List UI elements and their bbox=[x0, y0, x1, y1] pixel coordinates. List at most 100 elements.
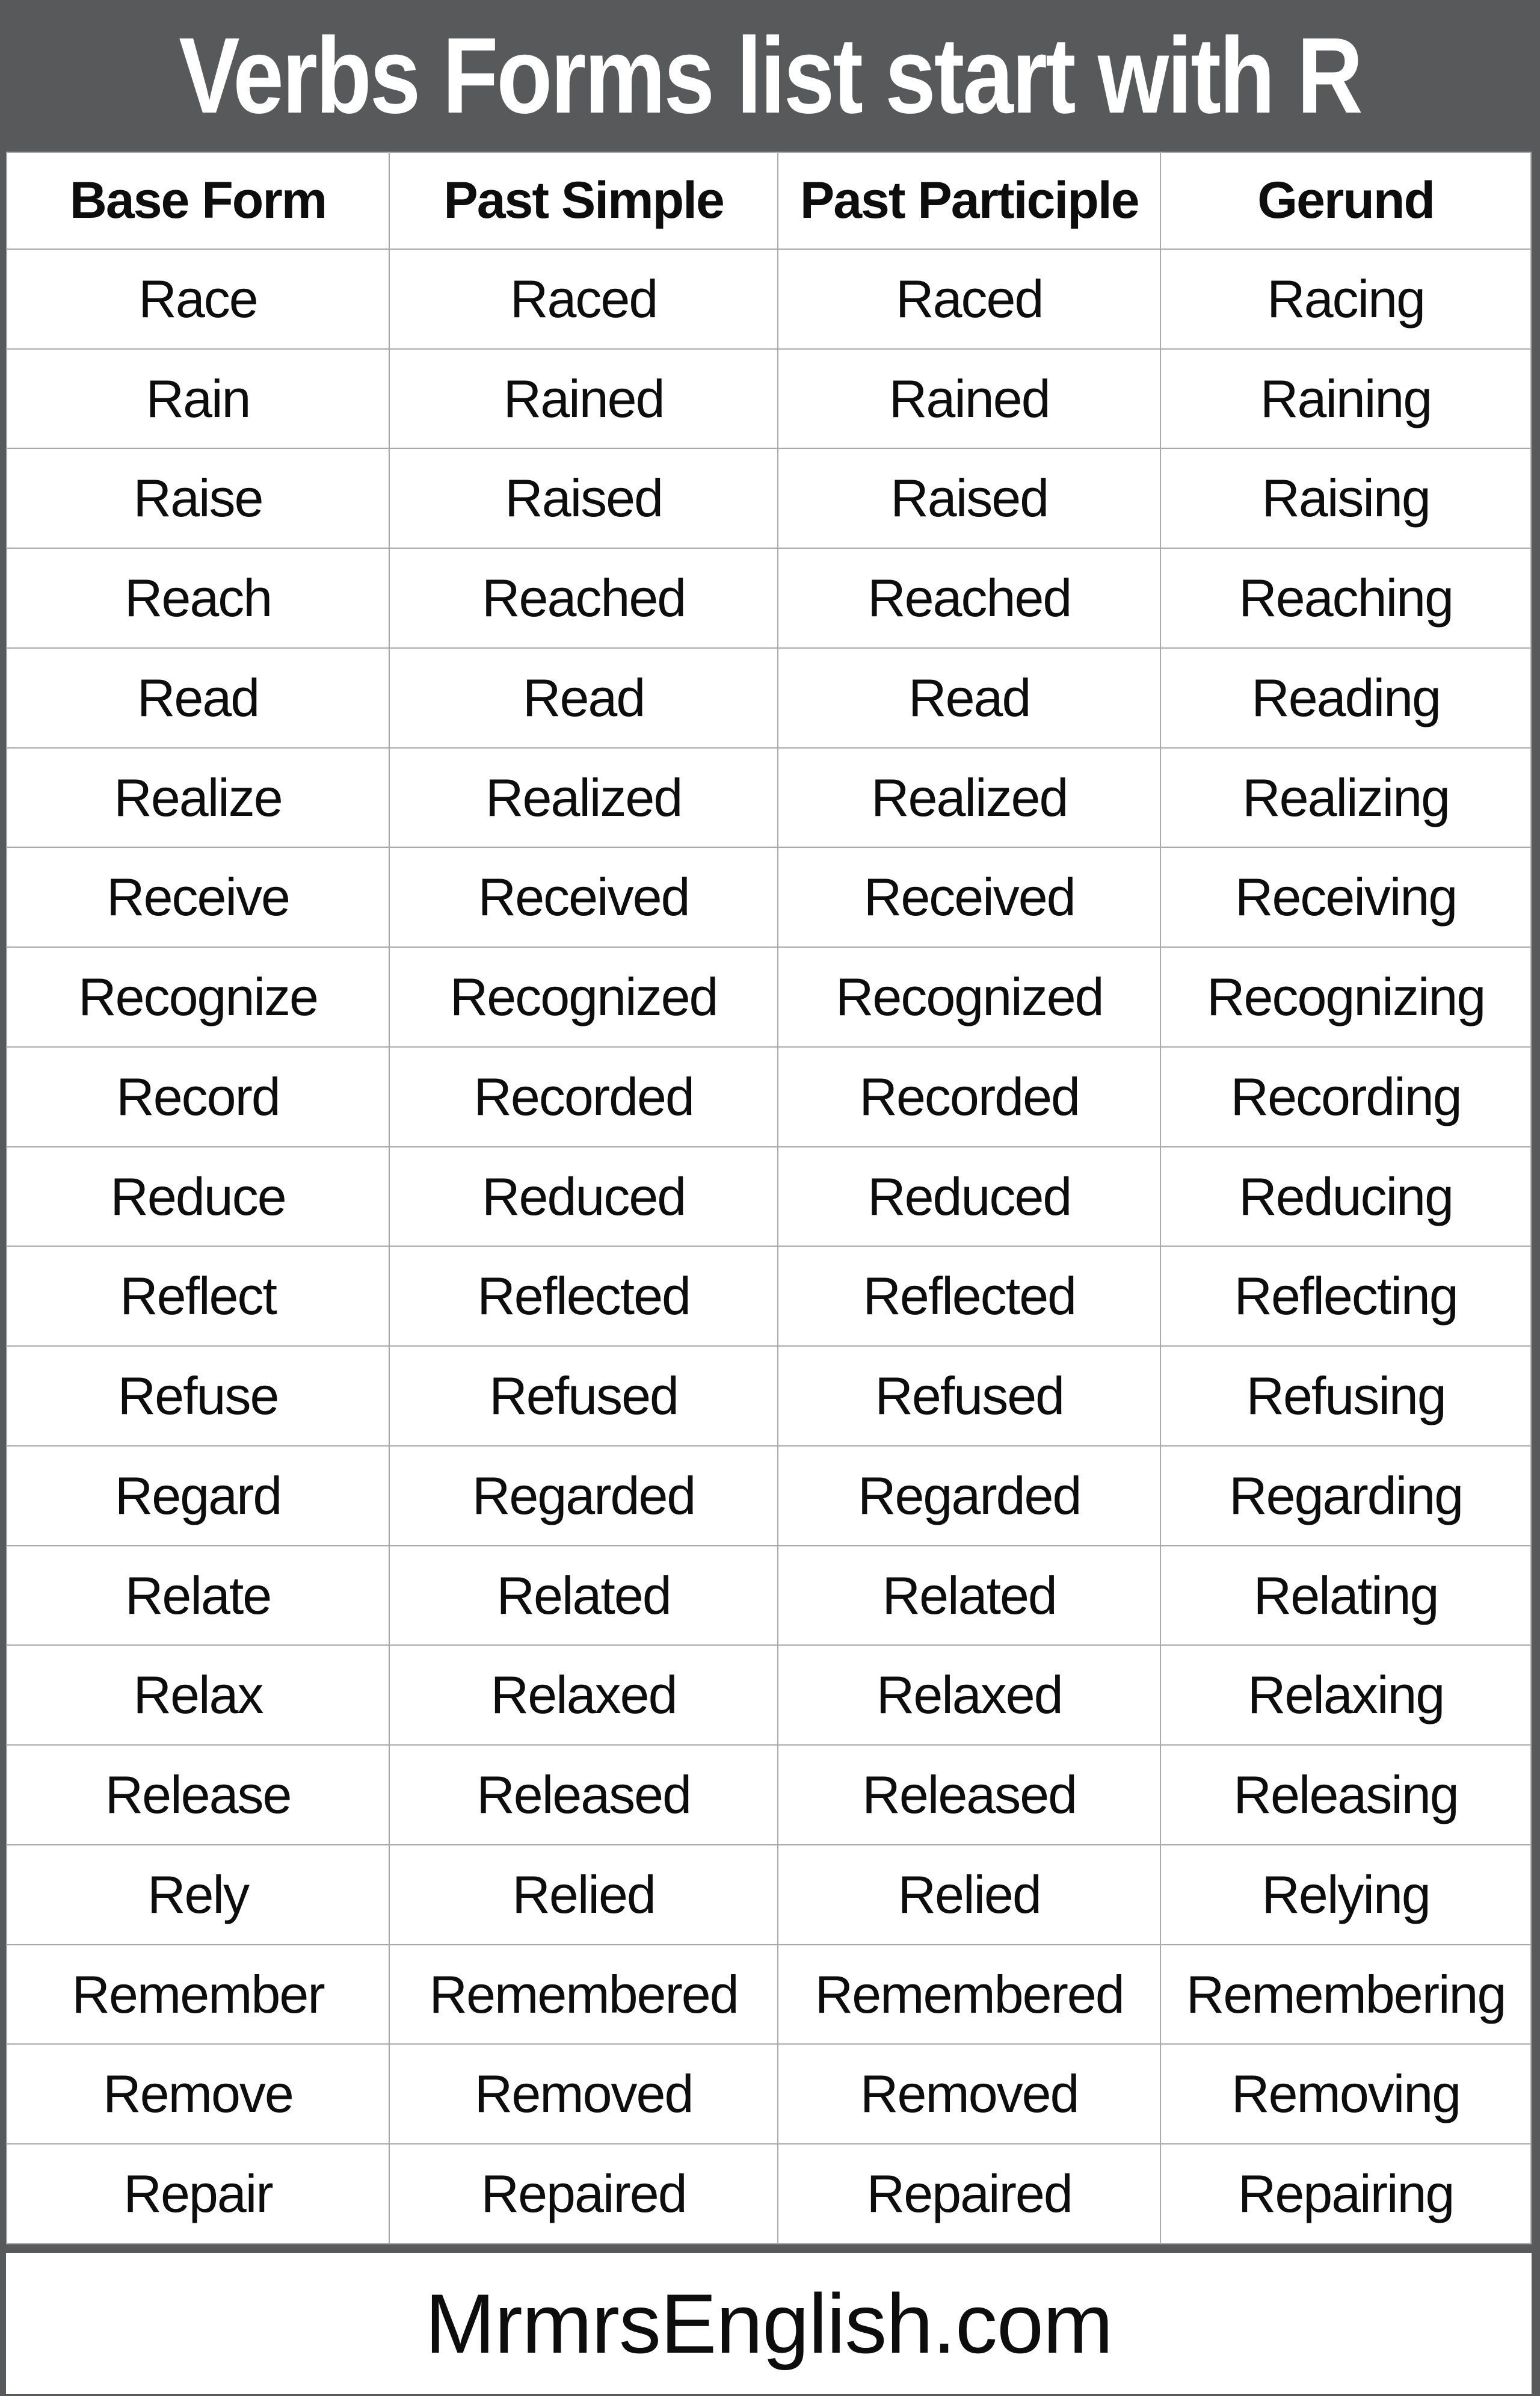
cell: Reach bbox=[5, 548, 390, 649]
table-row: Relate Related Related Relating bbox=[5, 1545, 1532, 1646]
cell: Realize bbox=[5, 747, 390, 848]
cell: Raining bbox=[1160, 348, 1532, 449]
cell: Relied bbox=[389, 1844, 779, 1945]
cell: Recognize bbox=[5, 946, 390, 1048]
table-row: Rain Rained Rained Raining bbox=[5, 348, 1532, 449]
table-row: Raise Raised Raised Raising bbox=[5, 448, 1532, 549]
cell: Released bbox=[389, 1744, 779, 1845]
cell: Release bbox=[5, 1744, 390, 1845]
cell: Releasing bbox=[1160, 1744, 1532, 1845]
cell: Read bbox=[777, 647, 1162, 749]
cell: Refused bbox=[389, 1345, 779, 1447]
cell: Relaxed bbox=[389, 1644, 779, 1746]
verb-forms-table: Base Form Past Simple Past Participle Ge… bbox=[5, 152, 1532, 2244]
header-cell-past-simple: Past Simple bbox=[389, 152, 779, 250]
title-banner: Verbs Forms list start with R bbox=[0, 0, 1540, 152]
cell: Rain bbox=[5, 348, 390, 449]
cell: Removed bbox=[777, 2043, 1162, 2145]
cell: Refusing bbox=[1160, 1345, 1532, 1447]
cell: Reflect bbox=[5, 1246, 390, 1347]
cell: Raised bbox=[777, 448, 1162, 549]
cell: Related bbox=[777, 1545, 1162, 1646]
cell: Reached bbox=[777, 548, 1162, 649]
page-title: Verbs Forms list start with R bbox=[179, 15, 1363, 136]
cell: Repair bbox=[5, 2143, 390, 2244]
cell: Relaxing bbox=[1160, 1644, 1532, 1746]
cell: Remembered bbox=[389, 1944, 779, 2045]
cell: Repairing bbox=[1160, 2143, 1532, 2244]
cell: Reduce bbox=[5, 1146, 390, 1247]
cell: Realized bbox=[777, 747, 1162, 848]
cell: Receive bbox=[5, 847, 390, 948]
header-cell-base-form: Base Form bbox=[5, 152, 390, 250]
table-row: Reflect Reflected Reflected Reflecting bbox=[5, 1246, 1532, 1347]
header-cell-gerund: Gerund bbox=[1160, 152, 1532, 250]
cell: Reading bbox=[1160, 647, 1532, 749]
cell: Rained bbox=[389, 348, 779, 449]
banner-separator bbox=[0, 2244, 1540, 2253]
cell: Receiving bbox=[1160, 847, 1532, 948]
cell: Repaired bbox=[777, 2143, 1162, 2244]
cell: Related bbox=[389, 1545, 779, 1646]
cell: Record bbox=[5, 1046, 390, 1147]
cell: Relate bbox=[5, 1545, 390, 1646]
cell: Regarded bbox=[389, 1445, 779, 1546]
cell: Relying bbox=[1160, 1844, 1532, 1945]
header-cell-past-participle: Past Participle bbox=[777, 152, 1162, 250]
cell: Rely bbox=[5, 1844, 390, 1945]
cell: Race bbox=[5, 248, 390, 350]
cell: Repaired bbox=[389, 2143, 779, 2244]
footer-band: MrmrsEnglish.com bbox=[6, 2253, 1532, 2394]
cell: Read bbox=[389, 647, 779, 749]
table-row: Reach Reached Reached Reaching bbox=[5, 548, 1532, 649]
cell: Relax bbox=[5, 1644, 390, 1746]
table-row: Regard Regarded Regarded Regarding bbox=[5, 1445, 1532, 1546]
cell: Reflected bbox=[777, 1246, 1162, 1347]
cell: Recognized bbox=[777, 946, 1162, 1048]
table-row: Remember Remembered Remembered Rememberi… bbox=[5, 1944, 1532, 2045]
table-row: Refuse Refused Refused Refusing bbox=[5, 1345, 1532, 1447]
table-row: Relax Relaxed Relaxed Relaxing bbox=[5, 1644, 1532, 1746]
cell: Read bbox=[5, 647, 390, 749]
table-row: Rely Relied Relied Relying bbox=[5, 1844, 1532, 1945]
cell: Regarded bbox=[777, 1445, 1162, 1546]
table-header-row: Base Form Past Simple Past Participle Ge… bbox=[5, 152, 1532, 250]
table-row: Record Recorded Recorded Recording bbox=[5, 1046, 1532, 1147]
table-row: Recognize Recognized Recognized Recogniz… bbox=[5, 946, 1532, 1048]
cell: Reaching bbox=[1160, 548, 1532, 649]
cell: Reflected bbox=[389, 1246, 779, 1347]
table-row: Release Released Released Releasing bbox=[5, 1744, 1532, 1845]
cell: Remember bbox=[5, 1944, 390, 2045]
cell: Raced bbox=[777, 248, 1162, 350]
cell: Recorded bbox=[777, 1046, 1162, 1147]
cell: Reached bbox=[389, 548, 779, 649]
cell: Relied bbox=[777, 1844, 1162, 1945]
cell: Realizing bbox=[1160, 747, 1532, 848]
cell: Released bbox=[777, 1744, 1162, 1845]
cell: Raised bbox=[389, 448, 779, 549]
cell: Realized bbox=[389, 747, 779, 848]
cell: Remembered bbox=[777, 1944, 1162, 2045]
table-row: Race Raced Raced Racing bbox=[5, 248, 1532, 350]
verb-table-container: Base Form Past Simple Past Participle Ge… bbox=[0, 152, 1540, 2244]
cell: Remembering bbox=[1160, 1944, 1532, 2045]
cell: Reduced bbox=[777, 1146, 1162, 1247]
cell: Refuse bbox=[5, 1345, 390, 1447]
table-row: Reduce Reduced Reduced Reducing bbox=[5, 1146, 1532, 1247]
table-row: Realize Realized Realized Realizing bbox=[5, 747, 1532, 848]
cell: Raced bbox=[389, 248, 779, 350]
cell: Refused bbox=[777, 1345, 1162, 1447]
cell: Removed bbox=[389, 2043, 779, 2145]
cell: Raise bbox=[5, 448, 390, 549]
cell: Recognizing bbox=[1160, 946, 1532, 1048]
cell: Reduced bbox=[389, 1146, 779, 1247]
cell: Raising bbox=[1160, 448, 1532, 549]
cell: Racing bbox=[1160, 248, 1532, 350]
cell: Regard bbox=[5, 1445, 390, 1546]
cell: Recording bbox=[1160, 1046, 1532, 1147]
cell: Received bbox=[777, 847, 1162, 948]
cell: Reducing bbox=[1160, 1146, 1532, 1247]
cell: Reflecting bbox=[1160, 1246, 1532, 1347]
cell: Regarding bbox=[1160, 1445, 1532, 1546]
